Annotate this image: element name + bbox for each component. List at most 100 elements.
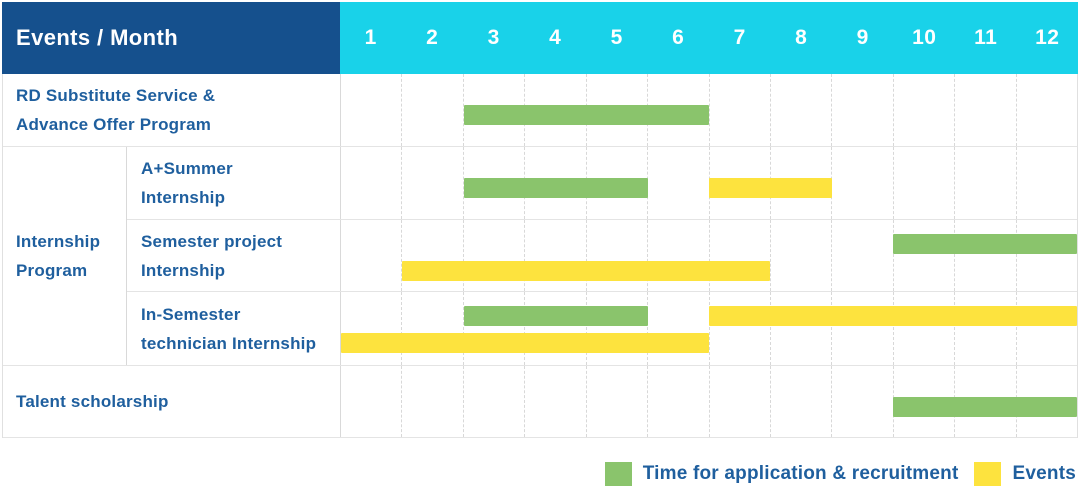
month-grid-cell (708, 366, 770, 437)
month-grid-cell (831, 147, 892, 219)
month-grid-cell (647, 147, 708, 219)
events-bar (709, 178, 832, 198)
bar-area-in-semester (341, 292, 1077, 365)
month-grid-cell (892, 147, 954, 219)
month-grid-cell (585, 219, 647, 292)
month-grid-cell (708, 219, 770, 292)
month-grid-cell (401, 74, 462, 146)
bar-area-talent-scholarship (341, 366, 1077, 437)
table-row: A+Summer Internship (127, 147, 1077, 220)
month-grid-cell (585, 366, 647, 437)
green-swatch-icon (604, 462, 632, 486)
month-grid-cell (831, 292, 892, 365)
month-grid-cell (341, 147, 401, 219)
recruitment-bar (463, 105, 709, 125)
month-header-label: 2 (426, 26, 439, 49)
month-grid-cell (1015, 219, 1077, 292)
month-header-label: 1 (364, 26, 377, 49)
month-grid-cell (831, 219, 892, 292)
month-grid-cell (708, 74, 770, 146)
month-grid-cell (462, 292, 524, 365)
month-grid-cell (401, 147, 462, 219)
month-grid-cell (708, 292, 770, 365)
month-grid-cell (341, 292, 401, 365)
row-label-in-semester: In-Semester technician Internship (127, 292, 341, 365)
table-row: RD Substitute Service & Advance Offer Pr… (3, 74, 1077, 147)
month-header-label: 8 (795, 26, 808, 49)
month-header-label: 7 (733, 26, 746, 49)
month-grid-cell (462, 74, 524, 146)
internship-program-group: Internship Program A+Summer Internship S… (3, 147, 1077, 366)
month-grid-cell (462, 219, 524, 292)
month-grid-cell (769, 219, 831, 292)
month-grid-cell (341, 366, 401, 437)
month-grid-cell (1015, 74, 1077, 146)
group-label-internship-program: Internship Program (3, 147, 127, 365)
month-grid-cell (954, 74, 1015, 146)
bar-area-rd-substitute (341, 74, 1077, 146)
month-grid-cell (524, 219, 585, 292)
month-grid-cell (341, 220, 401, 292)
month-grid-cell (585, 292, 647, 365)
recruitment-bar (463, 306, 648, 327)
month-grid-cell (524, 366, 585, 437)
month-grid-cell (769, 292, 831, 365)
table-body: RD Substitute Service & Advance Offer Pr… (2, 74, 1078, 438)
month-header-label: 6 (672, 26, 685, 49)
row-label-talent-scholarship: Talent scholarship (3, 366, 341, 437)
events-bar (709, 306, 1077, 327)
events-month-header-cell: Events / Month (2, 2, 340, 74)
table-header-row: Events / Month 1 2 3 4 5 6 7 8 9 10 11 12 (2, 2, 1078, 74)
month-grid-cell (647, 292, 708, 365)
recruitment-bar (893, 233, 1077, 254)
month-grid-cell (341, 74, 401, 146)
events-bar (341, 333, 709, 354)
bar-area-semester-project (341, 219, 1077, 292)
month-grid-cell (462, 147, 524, 219)
month-header-label: 4 (549, 26, 562, 49)
bar-area-a-summer (341, 147, 1077, 219)
row-label-rd-substitute: RD Substitute Service & Advance Offer Pr… (3, 74, 341, 146)
events-month-table: Events / Month 1 2 3 4 5 6 7 8 9 10 11 12 RD Substi… (2, 2, 1078, 438)
month-grid-cell (1015, 292, 1077, 365)
month-grid-cell (769, 366, 831, 437)
recruitment-bar (893, 397, 1077, 417)
legend-item-application: Time for application & recruitment (604, 462, 959, 486)
events-bar (402, 260, 771, 281)
month-grid-cell (401, 292, 462, 365)
table-row: In-Semester technician Internship (127, 292, 1077, 365)
month-header-label: 9 (856, 26, 869, 49)
month-grid-cell (831, 366, 892, 437)
row-label-a-summer: A+Summer Internship (127, 147, 341, 219)
month-grid-cell (401, 366, 462, 437)
month-grid-cell (462, 366, 524, 437)
month-header-label: 10 (912, 26, 937, 49)
month-grid-cell (954, 219, 1015, 292)
legend-item-events: Events (974, 462, 1076, 486)
month-header-label: 5 (610, 26, 623, 49)
month-grid-cell (1015, 147, 1077, 219)
month-grid-cell (892, 74, 954, 146)
yellow-swatch-icon (974, 462, 1002, 486)
month-grid-cell (954, 147, 1015, 219)
legend-label-events: Events (1012, 463, 1076, 484)
month-header-label: 11 (974, 26, 998, 49)
table-row: Semester project Internship (127, 219, 1077, 293)
month-grid-cell (954, 292, 1015, 365)
row-label-semester-project: Semester project Internship (127, 219, 341, 292)
month-grid-cell (769, 74, 831, 146)
legend: Time for application & recruitment Event… (604, 462, 1076, 486)
legend-label-application: Time for application & recruitment (642, 463, 959, 484)
month-header-label: 12 (1035, 26, 1060, 49)
month-header-strip: 1 2 3 4 5 6 7 8 9 10 11 12 (340, 2, 1078, 74)
month-grid-cell (647, 219, 708, 292)
month-grid-cell (401, 219, 462, 292)
table-row: Talent scholarship (3, 366, 1077, 438)
month-grid-cell (524, 292, 585, 365)
month-header-label: 3 (487, 26, 500, 49)
recruitment-bar (463, 178, 648, 198)
month-grid-cell (892, 292, 954, 365)
month-grid-cell (892, 219, 954, 292)
month-grid-cell (647, 366, 708, 437)
